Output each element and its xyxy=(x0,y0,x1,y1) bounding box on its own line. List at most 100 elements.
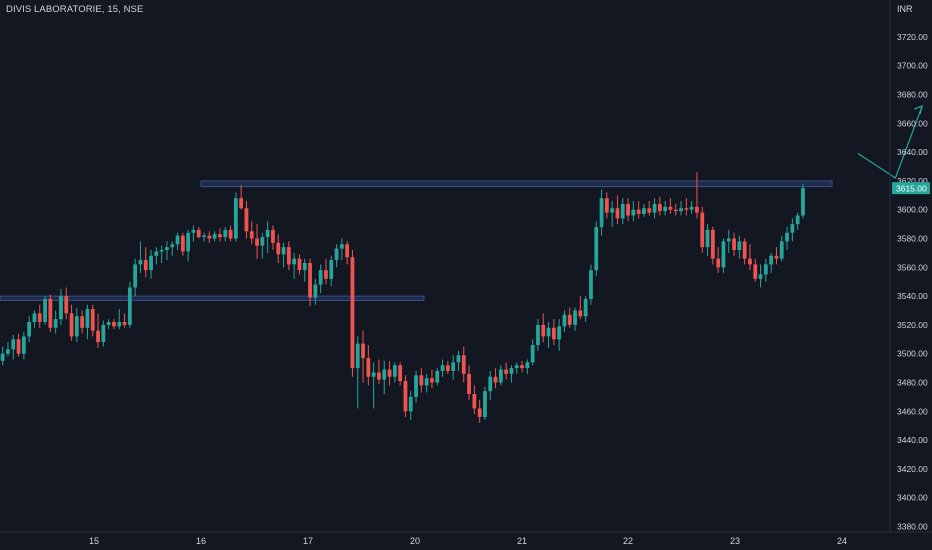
candle-body xyxy=(424,378,429,386)
price-tick-label: 3380.00 xyxy=(897,522,928,532)
candle-body xyxy=(477,408,482,418)
candle-body xyxy=(461,355,466,374)
candle-body xyxy=(292,258,297,265)
candle-body xyxy=(403,381,408,412)
candle-body xyxy=(281,247,286,255)
candle-body xyxy=(202,235,206,238)
candle-body xyxy=(695,206,699,213)
candle-body xyxy=(451,362,456,371)
candle-body xyxy=(668,206,673,210)
candle-body xyxy=(536,324,540,346)
price-tick-label: 3700.00 xyxy=(897,61,928,71)
candle-body xyxy=(753,264,758,279)
time-tick-label: 23 xyxy=(730,536,740,546)
price-tick-label: 3420.00 xyxy=(897,464,928,474)
candle-body xyxy=(371,372,376,377)
candle-body xyxy=(286,247,291,265)
candle-body xyxy=(530,345,535,363)
candle-body xyxy=(445,365,450,371)
candle-body xyxy=(679,208,683,212)
price-tick-label: 3540.00 xyxy=(897,291,928,301)
candle-body xyxy=(488,376,493,392)
candle-body xyxy=(48,298,53,328)
candle-body xyxy=(112,322,116,327)
candle-body xyxy=(59,296,63,320)
candle-body xyxy=(610,208,615,213)
candle-body xyxy=(663,206,668,212)
candle-body xyxy=(101,324,106,343)
price-tick-label: 3660.00 xyxy=(897,118,928,128)
arrow-head xyxy=(913,105,924,115)
candle-body xyxy=(642,208,646,215)
candles-layer xyxy=(0,172,805,423)
price-tick-label: 3640.00 xyxy=(897,147,928,157)
candle-body xyxy=(96,330,100,343)
price-tick-label: 3400.00 xyxy=(897,493,928,503)
candle-body xyxy=(127,287,132,325)
price-tick-label: 3600.00 xyxy=(897,205,928,215)
candle-body xyxy=(795,215,800,225)
candle-body xyxy=(186,232,191,252)
candle-body xyxy=(43,298,47,323)
candle-body xyxy=(32,313,37,323)
candle-body xyxy=(631,209,636,216)
candle-body xyxy=(483,391,487,418)
candle-body xyxy=(467,373,471,395)
candle-body xyxy=(705,229,710,248)
candle-body xyxy=(244,208,249,232)
candle-body xyxy=(223,229,228,238)
price-axis[interactable]: 3380.00 3400.00 3420.00 3440.00 3460.00 3480.… xyxy=(889,0,930,532)
candle-body xyxy=(191,229,196,233)
candle-body xyxy=(578,310,583,317)
price-tick-label: 3460.00 xyxy=(897,406,928,416)
candle-body xyxy=(652,203,657,213)
candle-body xyxy=(525,362,530,369)
candle-body xyxy=(324,270,328,279)
time-tick-label: 21 xyxy=(517,536,527,546)
candle-body xyxy=(382,369,387,380)
candle-body xyxy=(366,358,371,377)
projection-arrow xyxy=(857,105,923,179)
candle-body xyxy=(170,244,175,248)
candle-body xyxy=(159,250,164,252)
candle-body xyxy=(228,229,233,239)
candle-body xyxy=(80,316,85,328)
candle-body xyxy=(562,314,567,327)
candle-body xyxy=(180,235,185,252)
candle-body xyxy=(143,260,148,271)
candle-body xyxy=(361,343,365,359)
candle-body xyxy=(53,319,58,328)
candle-body xyxy=(689,206,694,210)
candle-body xyxy=(551,327,556,340)
candle-body xyxy=(742,241,747,259)
candle-body xyxy=(620,203,625,219)
candle-body xyxy=(758,274,763,279)
candle-body xyxy=(218,234,222,238)
price-tick-label: 3720.00 xyxy=(897,32,928,42)
candle-body xyxy=(785,232,789,242)
candle-body xyxy=(456,355,461,363)
candle-body xyxy=(520,365,524,369)
price-tick-label: 3440.00 xyxy=(897,435,928,445)
candle-body xyxy=(541,324,546,337)
candle-body xyxy=(732,238,736,251)
price-tick-label: 3480.00 xyxy=(897,378,928,388)
candle-body xyxy=(6,349,10,354)
candle-body xyxy=(255,238,259,246)
last-price-tag xyxy=(892,182,930,195)
candle-body xyxy=(302,262,307,271)
candle-body xyxy=(435,370,440,383)
candle-body xyxy=(774,255,779,259)
candle-body xyxy=(504,369,509,374)
time-tick-label: 24 xyxy=(837,536,847,546)
time-axis[interactable]: 15 16 17 20 21 22 23 24 xyxy=(0,531,932,546)
candle-body xyxy=(106,322,111,325)
candle-body xyxy=(339,244,344,249)
candle-body xyxy=(165,247,169,251)
candle-body xyxy=(493,376,498,383)
currency-label: INR xyxy=(897,4,913,14)
candle-body xyxy=(398,365,403,382)
candle-body xyxy=(318,270,323,285)
